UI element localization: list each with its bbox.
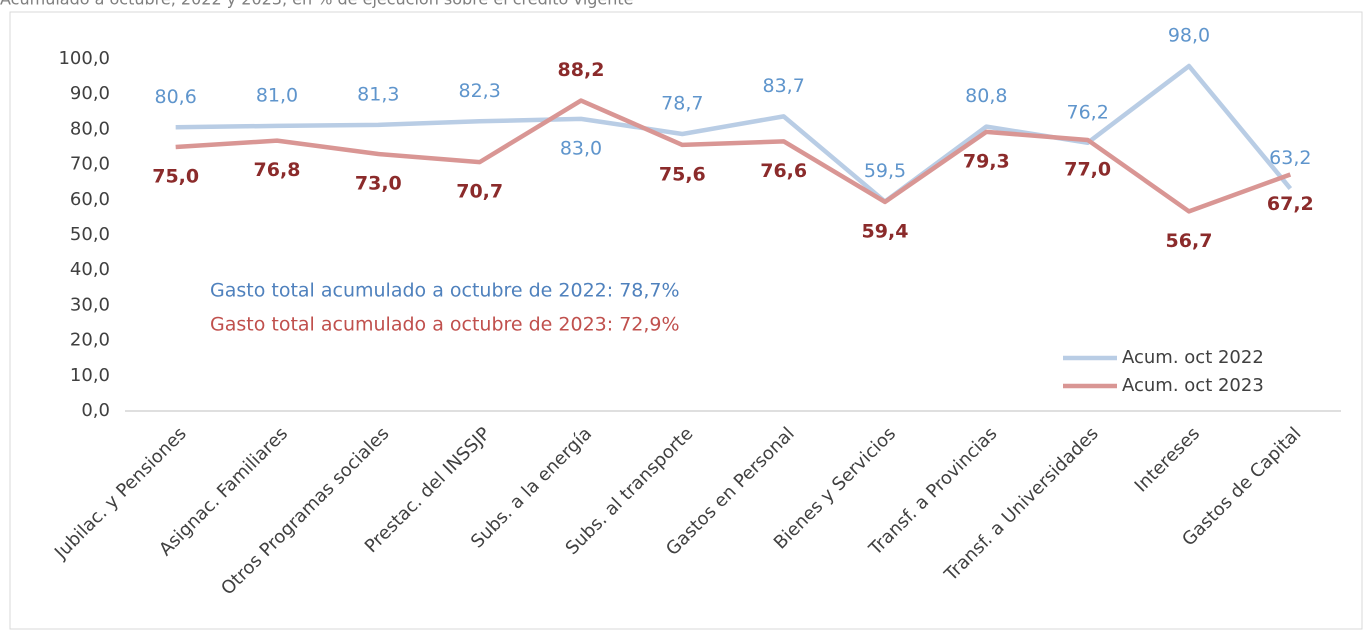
y-tick-label: 0,0 <box>81 400 110 421</box>
y-tick-label: 30,0 <box>70 294 110 315</box>
y-tick-label: 60,0 <box>70 189 110 210</box>
legend-label: Acum. oct 2023 <box>1122 375 1264 396</box>
data-label: 76,6 <box>760 160 807 182</box>
y-tick-label: 90,0 <box>70 83 110 104</box>
legend-label: Acum. oct 2022 <box>1122 347 1264 368</box>
data-label: 81,3 <box>357 83 399 105</box>
y-tick-label: 50,0 <box>70 224 110 245</box>
data-label: 76,8 <box>254 159 301 181</box>
series-line <box>175 98 1292 214</box>
data-label: 63,2 <box>1269 147 1311 169</box>
data-label: 56,7 <box>1166 230 1213 252</box>
y-tick-label: 70,0 <box>70 154 110 175</box>
y-tick-label: 100,0 <box>58 48 110 69</box>
data-label: 76,2 <box>1067 101 1109 123</box>
data-label: 80,8 <box>965 85 1007 107</box>
data-label: 67,2 <box>1267 193 1314 215</box>
data-label: 77,0 <box>1064 158 1111 180</box>
data-label: 83,7 <box>763 75 805 97</box>
y-tick-label: 40,0 <box>70 259 110 280</box>
y-tick-label: 20,0 <box>70 330 110 351</box>
y-tick-label: 80,0 <box>70 118 110 139</box>
x-tick-label: Intereses <box>1131 423 1204 496</box>
data-label: 79,3 <box>963 150 1010 172</box>
series-line <box>175 63 1293 204</box>
data-label: 81,0 <box>256 84 298 106</box>
data-label: 83,0 <box>560 137 602 159</box>
data-label: 75,0 <box>152 166 199 188</box>
annotation: Gasto total acumulado a octubre de 2023:… <box>210 314 680 336</box>
data-label: 75,6 <box>659 163 706 185</box>
y-tick-label: 10,0 <box>70 365 110 386</box>
data-label: 70,7 <box>456 181 503 203</box>
annotation: Gasto total acumulado a octubre de 2022:… <box>210 280 680 302</box>
data-label: 88,2 <box>558 59 605 81</box>
data-label: 98,0 <box>1168 25 1210 47</box>
data-label: 80,6 <box>155 86 197 108</box>
data-label: 73,0 <box>355 173 402 195</box>
x-tick-label: Otros Programas sociales <box>217 423 393 599</box>
data-label: 59,4 <box>862 220 909 242</box>
data-label: 59,5 <box>864 160 906 182</box>
frame <box>9 11 1363 630</box>
data-label: 82,3 <box>459 80 501 102</box>
chart-subtitle: Acumulado a octubre, 2022 y 2023, en % d… <box>0 0 634 9</box>
data-label: 78,7 <box>661 92 703 114</box>
